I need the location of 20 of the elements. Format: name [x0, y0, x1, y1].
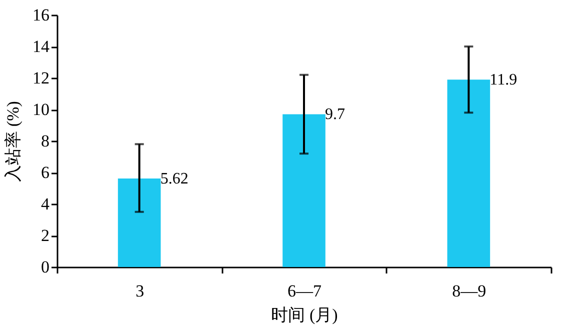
x-tick-label: 3	[136, 282, 144, 300]
bar	[447, 80, 490, 267]
y-tick-label: 16	[32, 6, 50, 24]
y-axis-title: 入站率 (%)	[4, 101, 22, 182]
y-tick-label: 8	[41, 132, 50, 150]
y-tick-label: 2	[41, 226, 50, 245]
y-tick-label: 4	[41, 194, 50, 214]
bar	[118, 178, 161, 267]
data-label: 5.62	[160, 170, 188, 188]
y-tick-label: 0	[41, 258, 50, 276]
y-tick-label: 12	[32, 68, 50, 88]
y-tick-label: 14	[32, 37, 50, 56]
data-label: 9.7	[325, 106, 345, 124]
y-tick-label: 6	[41, 163, 50, 182]
y-tick-label: 10	[32, 100, 50, 119]
data-label: 11.9	[490, 72, 518, 89]
x-axis-title: 时间 (月)	[271, 306, 338, 324]
x-tick-label: 8—9	[452, 282, 486, 300]
bar	[282, 114, 326, 267]
x-tick-label: 6—7	[288, 282, 322, 300]
